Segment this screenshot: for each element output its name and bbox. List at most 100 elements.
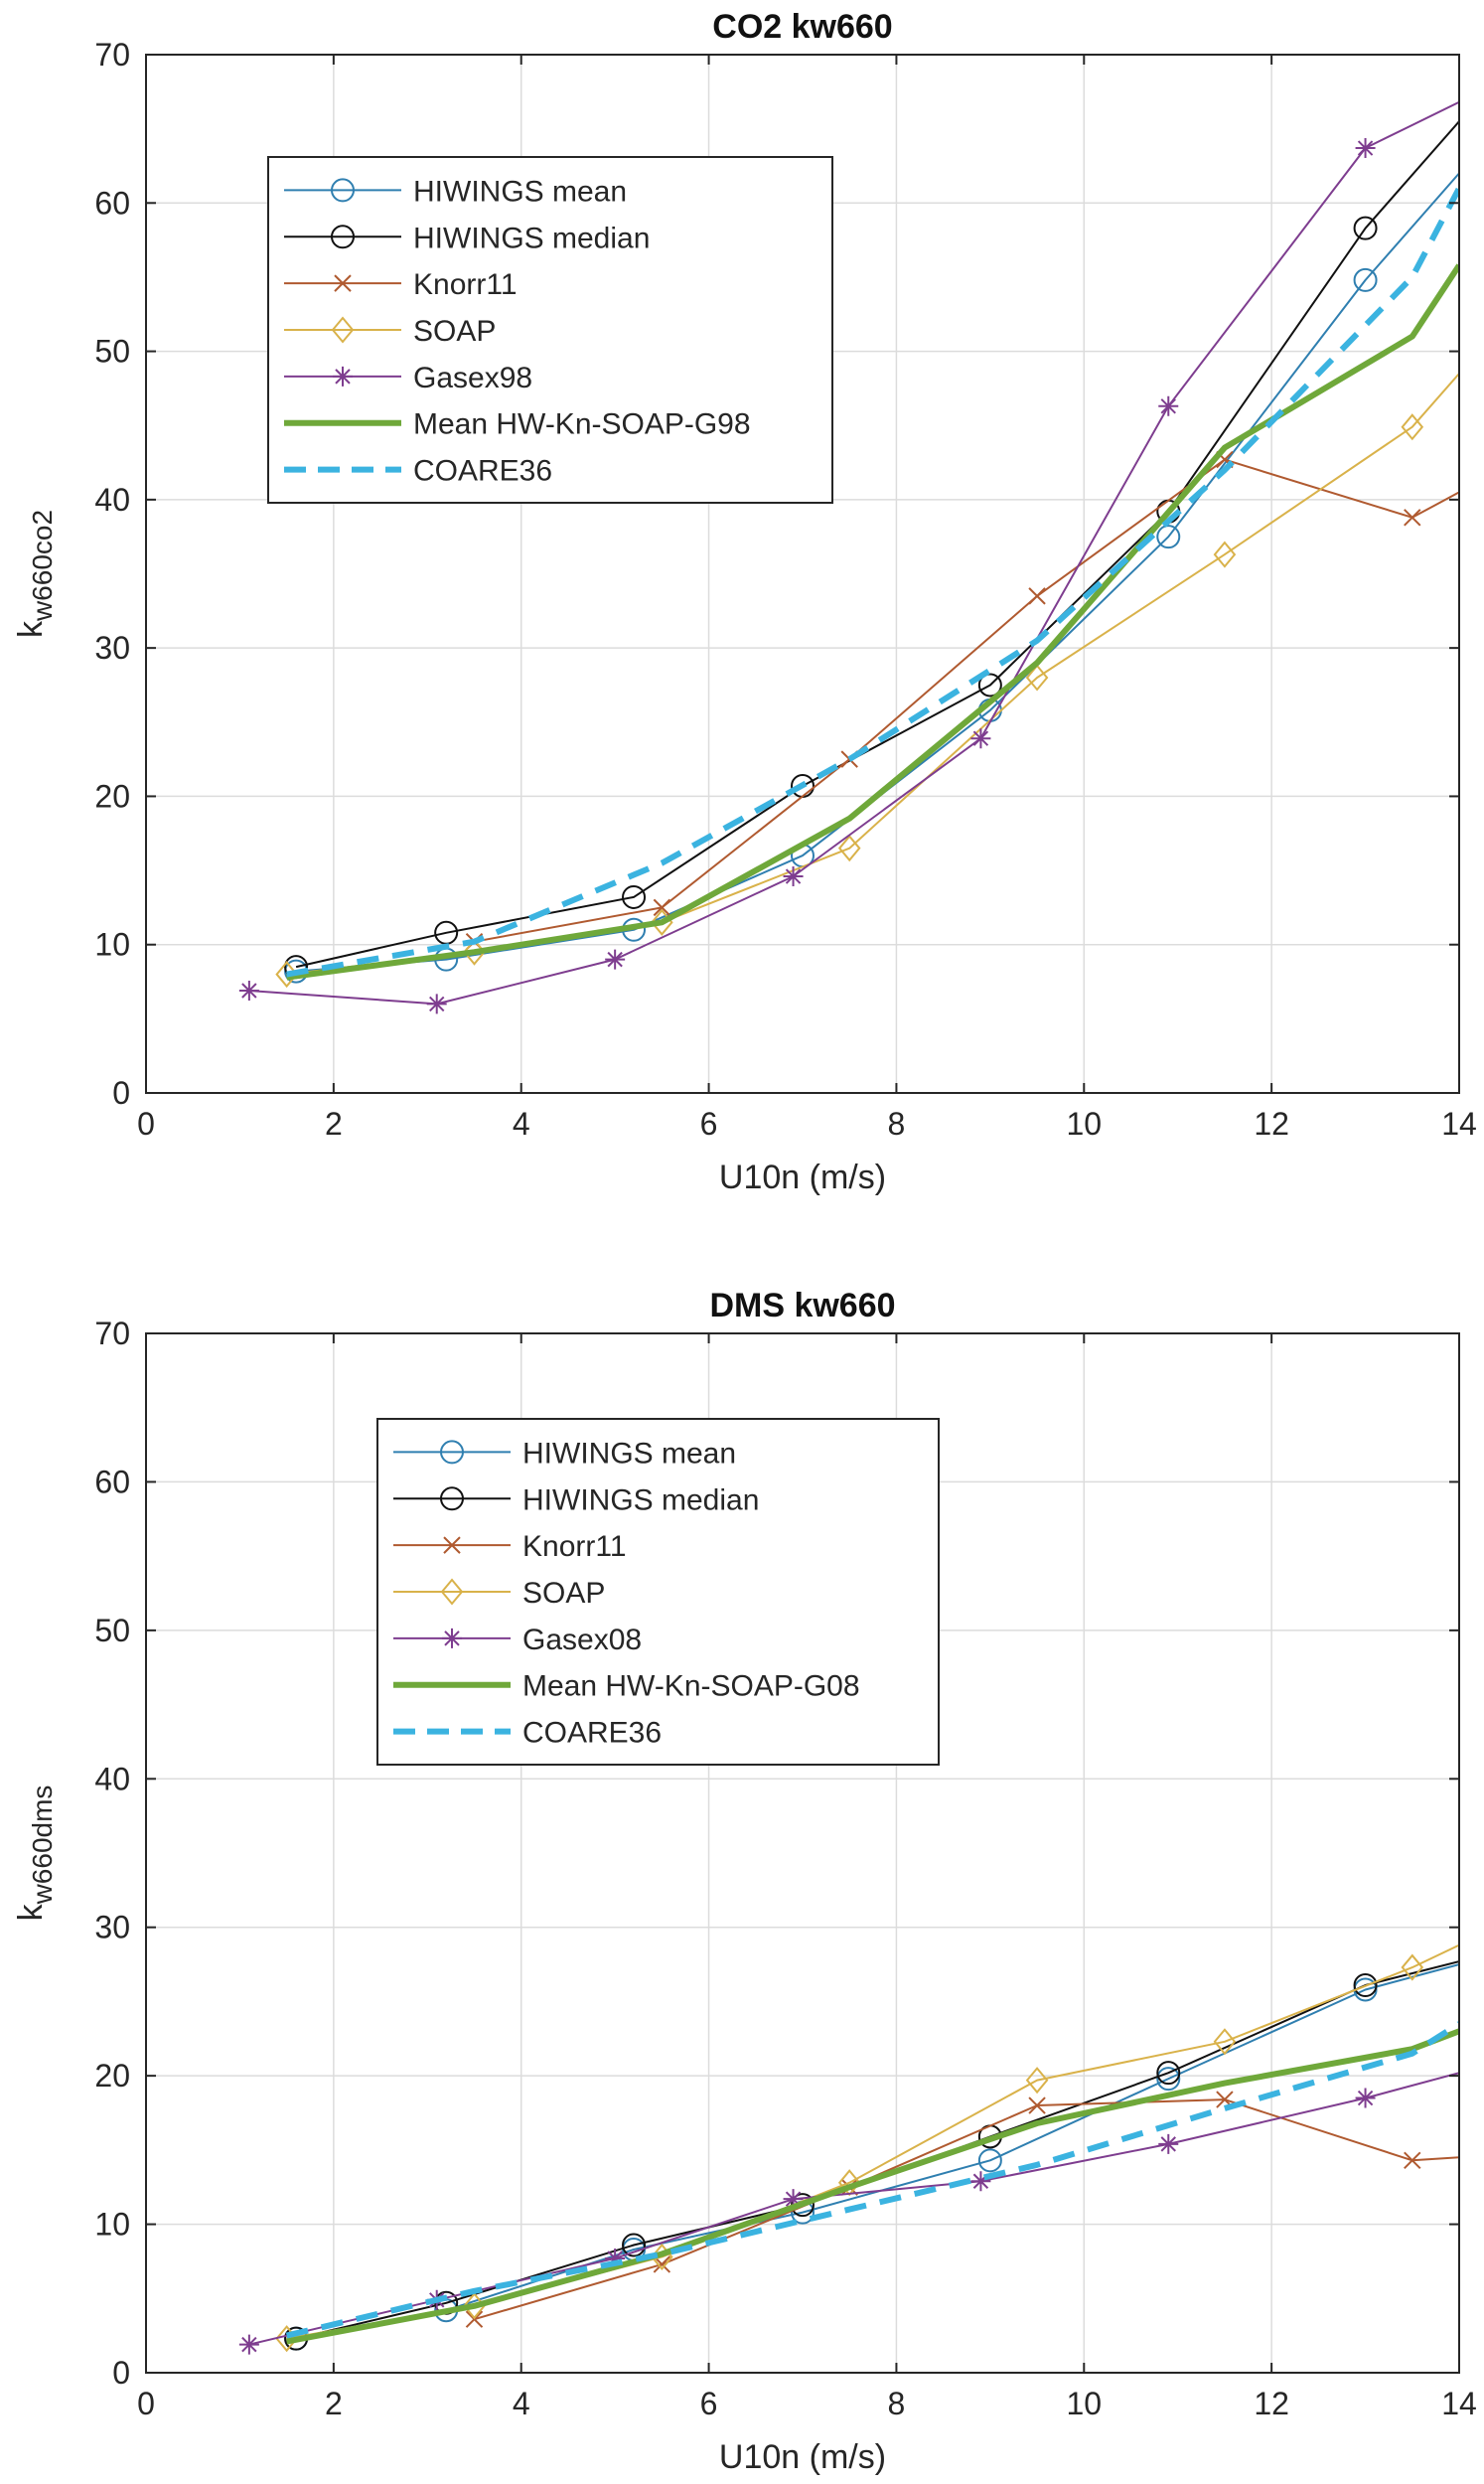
marker-star <box>442 1628 462 1648</box>
marker-star <box>238 2334 259 2355</box>
marker-x <box>1404 509 1421 527</box>
marker-diamond <box>1401 413 1424 441</box>
marker-star <box>1355 138 1376 159</box>
series-line-coare36 <box>285 2021 1459 2339</box>
marker-circle <box>977 673 1002 698</box>
marker-circle <box>1156 2067 1181 2092</box>
marker-star <box>1158 2133 1179 2154</box>
marker-circle <box>1353 216 1378 240</box>
legend-label: Knorr11 <box>413 268 518 301</box>
marker-circle <box>622 2233 647 2257</box>
legend-label: HIWINGS median <box>522 1483 759 1516</box>
marker-circle <box>440 1486 464 1511</box>
x-axis-label: U10n (m/s) <box>719 1159 886 1196</box>
marker-circle <box>440 1440 464 1465</box>
x-tick-label: 14 <box>1441 2386 1477 2421</box>
marker-star <box>1355 2088 1376 2108</box>
marker-diamond <box>837 835 861 862</box>
marker-diamond <box>1025 664 1049 692</box>
legend-label: Gasex98 <box>413 362 532 394</box>
legend-label: Gasex08 <box>522 1624 642 1656</box>
y-tick-label: 40 <box>94 1761 130 1796</box>
chart-panel: 0 2 4 6 8 10 12 14 0 10 20 30 40 50 60 70 DMS kw660 U10n … <box>12 1287 1477 2476</box>
y-tick-label: 0 <box>112 1075 130 1111</box>
x-tick-label: 10 <box>1066 1106 1102 1142</box>
marker-circle <box>331 178 355 203</box>
marker-circle <box>1156 525 1181 549</box>
y-axis-label-sub: w660dms <box>27 1785 58 1906</box>
y-tick-label: 20 <box>94 778 130 814</box>
x-tick-label: 12 <box>1254 2386 1289 2421</box>
marker-star <box>1158 395 1179 416</box>
grid <box>146 1333 1459 2373</box>
y-tick-label: 70 <box>94 37 130 73</box>
series-line-hiwings-mean <box>295 1963 1459 2340</box>
y-tick-label: 50 <box>94 1613 130 1648</box>
y-tick-label: 30 <box>94 1910 130 1945</box>
marker-diamond <box>440 1578 464 1606</box>
marker-circle <box>1353 267 1378 292</box>
marker-star <box>333 366 353 387</box>
marker-circle <box>331 225 355 249</box>
y-axis-label-sub: w660co2 <box>27 510 58 622</box>
y-axis-label: kw660dms <box>12 1785 58 1922</box>
y-tick-label: 10 <box>94 927 130 963</box>
legend: HIWINGS mean HIWINGS median Knorr11 SOAP Gas… <box>267 156 833 504</box>
marker-x <box>653 898 671 917</box>
marker-star <box>605 949 626 970</box>
marker-star <box>426 994 447 1014</box>
x-tick-label: 6 <box>700 1106 718 1142</box>
series-line-mean-hw-kn-soap-g08 <box>286 2028 1459 2345</box>
y-tick-label: 0 <box>112 2355 130 2391</box>
y-tick-label: 70 <box>94 1316 130 1351</box>
x-tick-label: 0 <box>137 2386 155 2421</box>
series-group <box>238 100 1459 1014</box>
x-axis-label: U10n (m/s) <box>719 2438 886 2476</box>
legend-label: HIWINGS mean <box>413 175 627 208</box>
marker-circle <box>622 884 647 909</box>
chart-panel: 0 2 4 6 8 10 12 14 0 10 20 30 40 50 60 70 CO2 kw660 U10n … <box>12 8 1477 1196</box>
marker-diamond <box>331 316 355 344</box>
legend: HIWINGS mean HIWINGS median Knorr11 SOAP Gas… <box>376 1418 940 1766</box>
series-group <box>238 1943 1459 2355</box>
marker-star <box>605 2248 626 2268</box>
marker-diamond <box>1025 2067 1049 2095</box>
y-axis-label: kw660co2 <box>12 510 58 638</box>
y-axis-label-main: k <box>12 620 50 638</box>
x-tick-label: 12 <box>1254 1106 1289 1142</box>
marker-x <box>443 1536 461 1554</box>
x-tick-label: 2 <box>325 1106 343 1142</box>
y-tick-label: 20 <box>94 2058 130 2094</box>
x-tick-label: 2 <box>325 2386 343 2421</box>
legend-label: SOAP <box>413 315 496 348</box>
y-tick-label: 10 <box>94 2207 130 2243</box>
marker-star <box>783 2189 804 2210</box>
x-tick-label: 4 <box>513 2386 530 2421</box>
x-tick-label: 10 <box>1066 2386 1102 2421</box>
series-line-coare36 <box>286 187 1459 978</box>
axes-box <box>145 54 1460 1094</box>
chart-title: DMS kw660 <box>709 1287 895 1324</box>
y-tick-label: 60 <box>94 1464 130 1499</box>
axes-box <box>145 1332 1460 2374</box>
marker-diamond <box>1401 1953 1424 1981</box>
legend-label: Mean HW-Kn-SOAP-G98 <box>413 408 751 441</box>
legend-label: HIWINGS mean <box>522 1437 736 1470</box>
y-tick-label: 60 <box>94 185 130 221</box>
marker-star <box>238 980 259 1001</box>
marker-circle <box>1156 2061 1181 2086</box>
y-tick-label: 40 <box>94 482 130 518</box>
marker-diamond <box>1213 2028 1237 2056</box>
y-axis-label-main: k <box>12 1903 50 1921</box>
x-tick-label: 8 <box>888 1106 906 1142</box>
y-tick-label: 30 <box>94 630 130 666</box>
legend-label: Mean HW-Kn-SOAP-G08 <box>522 1670 860 1703</box>
marker-x <box>1028 2096 1046 2114</box>
marker-circle <box>1353 1972 1378 1997</box>
marker-x <box>1028 587 1046 605</box>
x-tick-label: 6 <box>700 2386 718 2421</box>
marker-star <box>970 2171 991 2192</box>
legend-label: COARE36 <box>522 1717 662 1750</box>
legend-label: Knorr11 <box>522 1530 627 1563</box>
